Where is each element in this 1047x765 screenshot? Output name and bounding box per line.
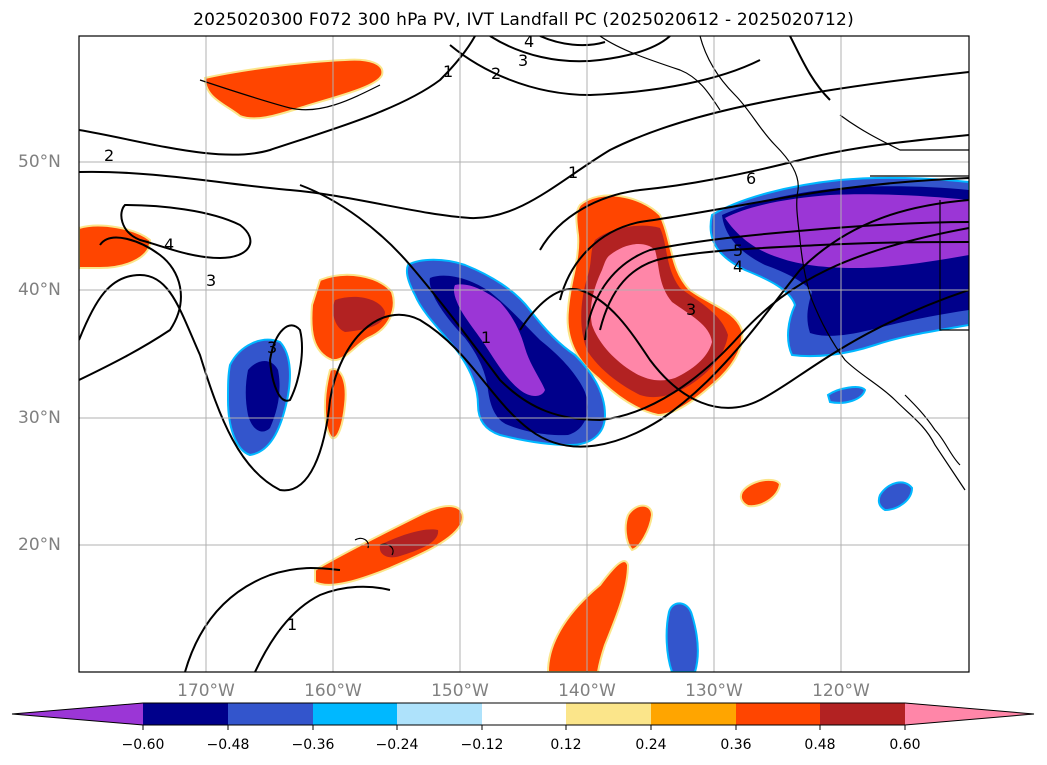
contour-label: 3	[267, 338, 277, 357]
map-frame	[78, 35, 970, 673]
colorbar-tick-label: −0.36	[291, 737, 335, 753]
contour-label: 2	[104, 146, 114, 165]
gridlines	[79, 36, 969, 672]
contour-label: 1	[287, 615, 297, 634]
lon-label: 150°W	[431, 681, 489, 701]
colorbar-segment	[736, 703, 820, 725]
contour-label: 1	[443, 62, 453, 81]
colorbar-segment	[482, 703, 566, 725]
contour-labels: 4 3 2 1 2 4 3 3 1 1 6 5 4 3 1	[104, 32, 756, 634]
colorbar-tick-label: 0.36	[720, 737, 752, 753]
colorbar-tick-label: 0.60	[889, 737, 921, 753]
lat-label: 30°N	[18, 408, 61, 428]
colorbar-tick-label: 0.12	[550, 737, 582, 753]
coastlines	[199, 36, 969, 556]
contour-label: 1	[568, 163, 578, 182]
colorbar-tick-label: −0.60	[121, 737, 165, 753]
contour-label: 3	[518, 51, 528, 70]
lat-label: 20°N	[18, 535, 61, 555]
lat-label: 50°N	[18, 152, 61, 172]
contour-label: 3	[686, 300, 696, 319]
contour-label: 4	[524, 32, 534, 51]
colorbar-tick-label: −0.12	[460, 737, 504, 753]
colorbar-segment	[143, 703, 228, 725]
colorbar-segment	[820, 703, 905, 725]
lon-label: 140°W	[558, 681, 616, 701]
colorbar-segment	[905, 703, 1034, 725]
colorbar-segment	[12, 703, 143, 725]
contour-label: 3	[206, 271, 216, 290]
lat-label: 40°N	[18, 280, 61, 300]
lon-label: 130°W	[685, 681, 743, 701]
page-title: 2025020300 F072 300 hPa PV, IVT Landfall…	[193, 10, 854, 30]
colorbar-tick-label: 0.24	[635, 737, 667, 753]
contour-label: 4	[733, 257, 743, 276]
colorbar-segment	[566, 703, 651, 725]
colorbar-tick-label: 0.48	[804, 737, 836, 753]
colorbar-segment	[313, 703, 397, 725]
contour-label: 2	[491, 64, 501, 83]
colorbar	[11, 702, 1035, 730]
contour-label: 5	[733, 241, 743, 260]
contour-label: 6	[746, 169, 756, 188]
colorbar-tick-label: −0.24	[375, 737, 419, 753]
lon-label: 170°W	[177, 681, 235, 701]
colorbar-segment	[228, 703, 313, 725]
contour-label: 4	[164, 235, 174, 254]
colorbar-segment	[397, 703, 482, 725]
lon-label: 160°W	[304, 681, 362, 701]
colorbar-tick-label: −0.48	[206, 737, 250, 753]
lon-label: 120°W	[812, 681, 870, 701]
contour-label: 1	[481, 328, 491, 347]
colorbar-segment	[651, 703, 736, 725]
